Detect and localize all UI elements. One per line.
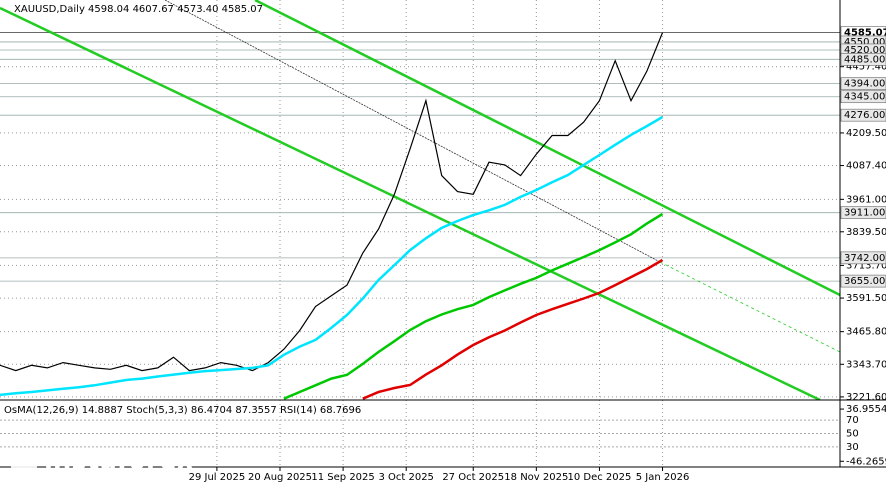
channel-line	[254, 0, 840, 297]
level-label: 4394.00	[844, 79, 885, 90]
level-box	[840, 251, 886, 265]
logo-brand: instaforex	[44, 446, 194, 476]
level-box	[840, 90, 886, 104]
level-label: 3655.00	[844, 276, 885, 287]
x-tick-label: 27 Oct 2025	[442, 472, 504, 483]
channel-line	[0, 6, 821, 400]
x-tick-label: 29 Jul 2025	[189, 472, 246, 483]
y-tick-label: 3465.80	[846, 327, 886, 338]
series-line	[283, 212, 664, 400]
logo-slogan: Instant Forex Trading	[46, 472, 172, 486]
trend-lines	[0, 0, 840, 400]
x-tick-label: 18 Nov 2025	[504, 472, 568, 483]
x-tick-label: 20 Aug 2025	[248, 472, 312, 483]
level-box	[840, 108, 886, 122]
indicator-tick-label: 50	[846, 429, 859, 440]
level-label: 4485.00	[844, 54, 885, 65]
series-line	[0, 32, 664, 372]
y-tick-label: 4457.40	[846, 62, 886, 73]
logo-icon	[10, 448, 38, 476]
y-tick-label: 3343.70	[846, 359, 886, 370]
level-label: 3911.00	[844, 208, 885, 219]
indicator-tick-label: 36.9554	[846, 404, 886, 415]
indicator-tick-label: 30	[846, 442, 859, 453]
watermark: instaforex Instant Forex Trading	[10, 446, 194, 486]
indicator-tick-label: -46.2659	[846, 456, 886, 467]
level-box	[840, 53, 886, 66]
series-layer	[0, 32, 664, 400]
level-label: 4345.00	[844, 92, 885, 103]
level-label: 4276.00	[844, 110, 885, 121]
y-tick-label: 4087.40	[846, 161, 886, 172]
level-box	[840, 77, 886, 90]
level-label: 3742.00	[844, 253, 885, 264]
series-line	[0, 115, 664, 397]
indicator-label: OsMA(12,26,9) 14.8887 Stoch(5,3,3) 86.47…	[4, 405, 361, 416]
x-tick-label: 3 Oct 2025	[378, 472, 433, 483]
y-tick-label: 3961.00	[846, 194, 886, 205]
chart-title: XAUUSD,Daily 4598.04 4607.67 4573.40 458…	[14, 4, 263, 15]
series-line	[362, 258, 664, 400]
x-tick-label: 5 Jan 2026	[636, 472, 690, 483]
y-tick-label: 3713.70	[846, 260, 886, 271]
level-label: 4585.07	[844, 28, 886, 39]
y-tick-label: 3591.50	[846, 293, 886, 304]
y-tick-label: 4209.50	[846, 128, 886, 139]
indicator-tick-label: 70	[846, 415, 859, 426]
trend-line	[164, 0, 661, 263]
x-tick-label: 10 Dec 2025	[567, 472, 631, 483]
level-box	[840, 206, 886, 219]
axes: 4457.40 4209.50 4087.40 3961.00 3839.50 3713.…	[189, 26, 886, 483]
y-tick-label: 3221.60	[846, 392, 886, 403]
x-tick-label: 11 Sep 2025	[311, 472, 374, 483]
y-tick-label: 3839.50	[846, 227, 886, 238]
level-box	[840, 274, 886, 288]
level-label: 4550.00	[844, 37, 885, 48]
level-label: 4520.00	[844, 45, 885, 56]
